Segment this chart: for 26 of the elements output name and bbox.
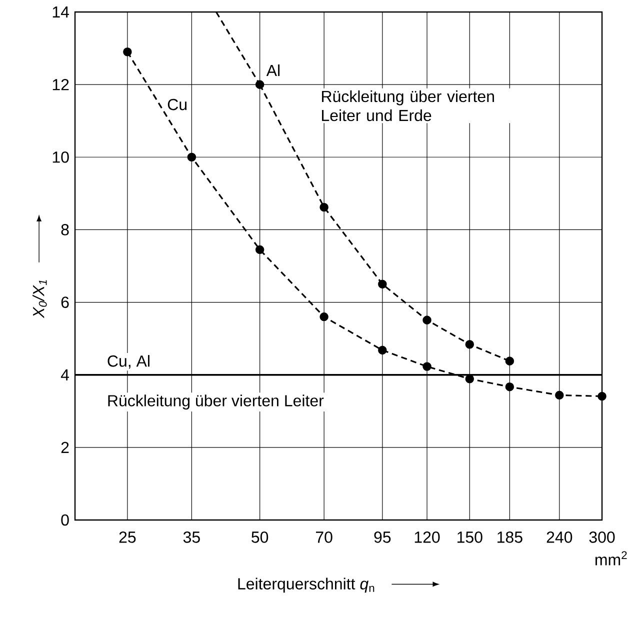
- y-tick-label: 6: [61, 296, 69, 308]
- series-label: Cu: [168, 98, 186, 110]
- x-tick-label: 50: [252, 532, 268, 543]
- x-tick-label: 240: [546, 532, 572, 543]
- y-tick-label: 10: [52, 151, 69, 163]
- x-tick-label: 95: [374, 532, 391, 543]
- x-tick-label: 25: [119, 532, 136, 543]
- x-tick-label: 120: [414, 532, 440, 543]
- y-tick-label: 4: [60, 369, 70, 380]
- series-label: Al: [266, 64, 280, 76]
- y-tick-label: 14: [52, 6, 70, 18]
- y-tick-label: 0: [61, 514, 69, 526]
- y-tick-label: 12: [52, 78, 69, 90]
- y-tick-label: 2: [61, 442, 69, 454]
- x-tick-label: 185: [498, 532, 522, 543]
- x-tick-label: 150: [458, 532, 482, 543]
- x-tick-label: 300: [589, 532, 615, 543]
- x-axis-title: Leiterquerschnitt q$_{n}$: [238, 578, 374, 593]
- text: mm$^{2}$: [595, 551, 627, 566]
- ref-line-label: Cu, Al: [108, 355, 150, 369]
- annotation: Rückleitung über vierten Leiter und Erde: [322, 90, 494, 122]
- x-tick-label: 35: [183, 532, 200, 543]
- x-tick-label: 70: [316, 532, 332, 543]
- y-tick-label: 8: [61, 224, 69, 236]
- annotation: Rückleitung über vierten Leiter: [108, 394, 324, 410]
- y-axis-title: X$_{0}$/X$_{1}$: [32, 280, 47, 318]
